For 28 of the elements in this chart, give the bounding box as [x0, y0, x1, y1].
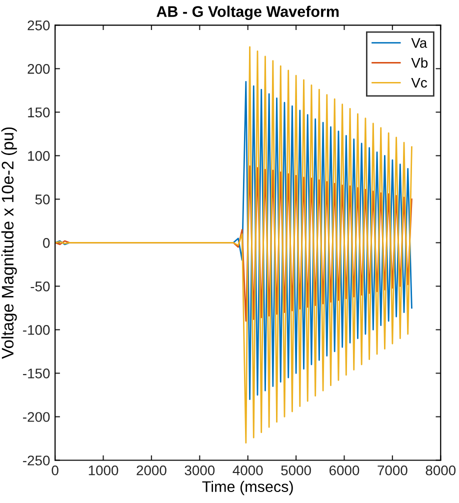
y-tick-label: -200 — [23, 412, 50, 422]
chart-title: AB - G Voltage Waveform — [156, 6, 339, 20]
legend-label: Vc — [411, 78, 427, 88]
x-tick-label: 3000 — [184, 465, 215, 476]
y-axis-title: Voltage Magnitude x 10e-2 (pu) — [1, 127, 17, 359]
x-tick-label: 2000 — [136, 465, 166, 476]
legend-label: Vb — [411, 58, 428, 68]
y-tick-label: 150 — [28, 108, 50, 118]
y-tick-label: 200 — [28, 64, 50, 74]
x-tick-label: 4000 — [232, 465, 263, 476]
x-tick-label: 5000 — [281, 465, 311, 476]
line-series — [55, 46, 412, 444]
y-tick-label: -100 — [23, 325, 50, 335]
legend-label: Va — [411, 38, 428, 48]
x-tick-label: 7000 — [378, 465, 408, 476]
x-tick-label: 0 — [52, 465, 58, 476]
y-tick-label: -250 — [23, 456, 50, 466]
line-series — [55, 81, 412, 400]
x-axis-title: Time (msecs) — [202, 480, 293, 496]
y-tick-label: 50 — [35, 194, 50, 204]
y-tick-label: -50 — [30, 282, 50, 292]
x-tick-label: 6000 — [330, 465, 360, 476]
y-tick-label: -150 — [23, 368, 50, 378]
x-tick-label: 8000 — [426, 465, 456, 476]
x-tick-label: 1000 — [88, 465, 118, 476]
y-tick-label: 100 — [28, 151, 50, 161]
y-tick-label: 0 — [43, 238, 50, 248]
y-tick-label: 250 — [28, 20, 50, 30]
